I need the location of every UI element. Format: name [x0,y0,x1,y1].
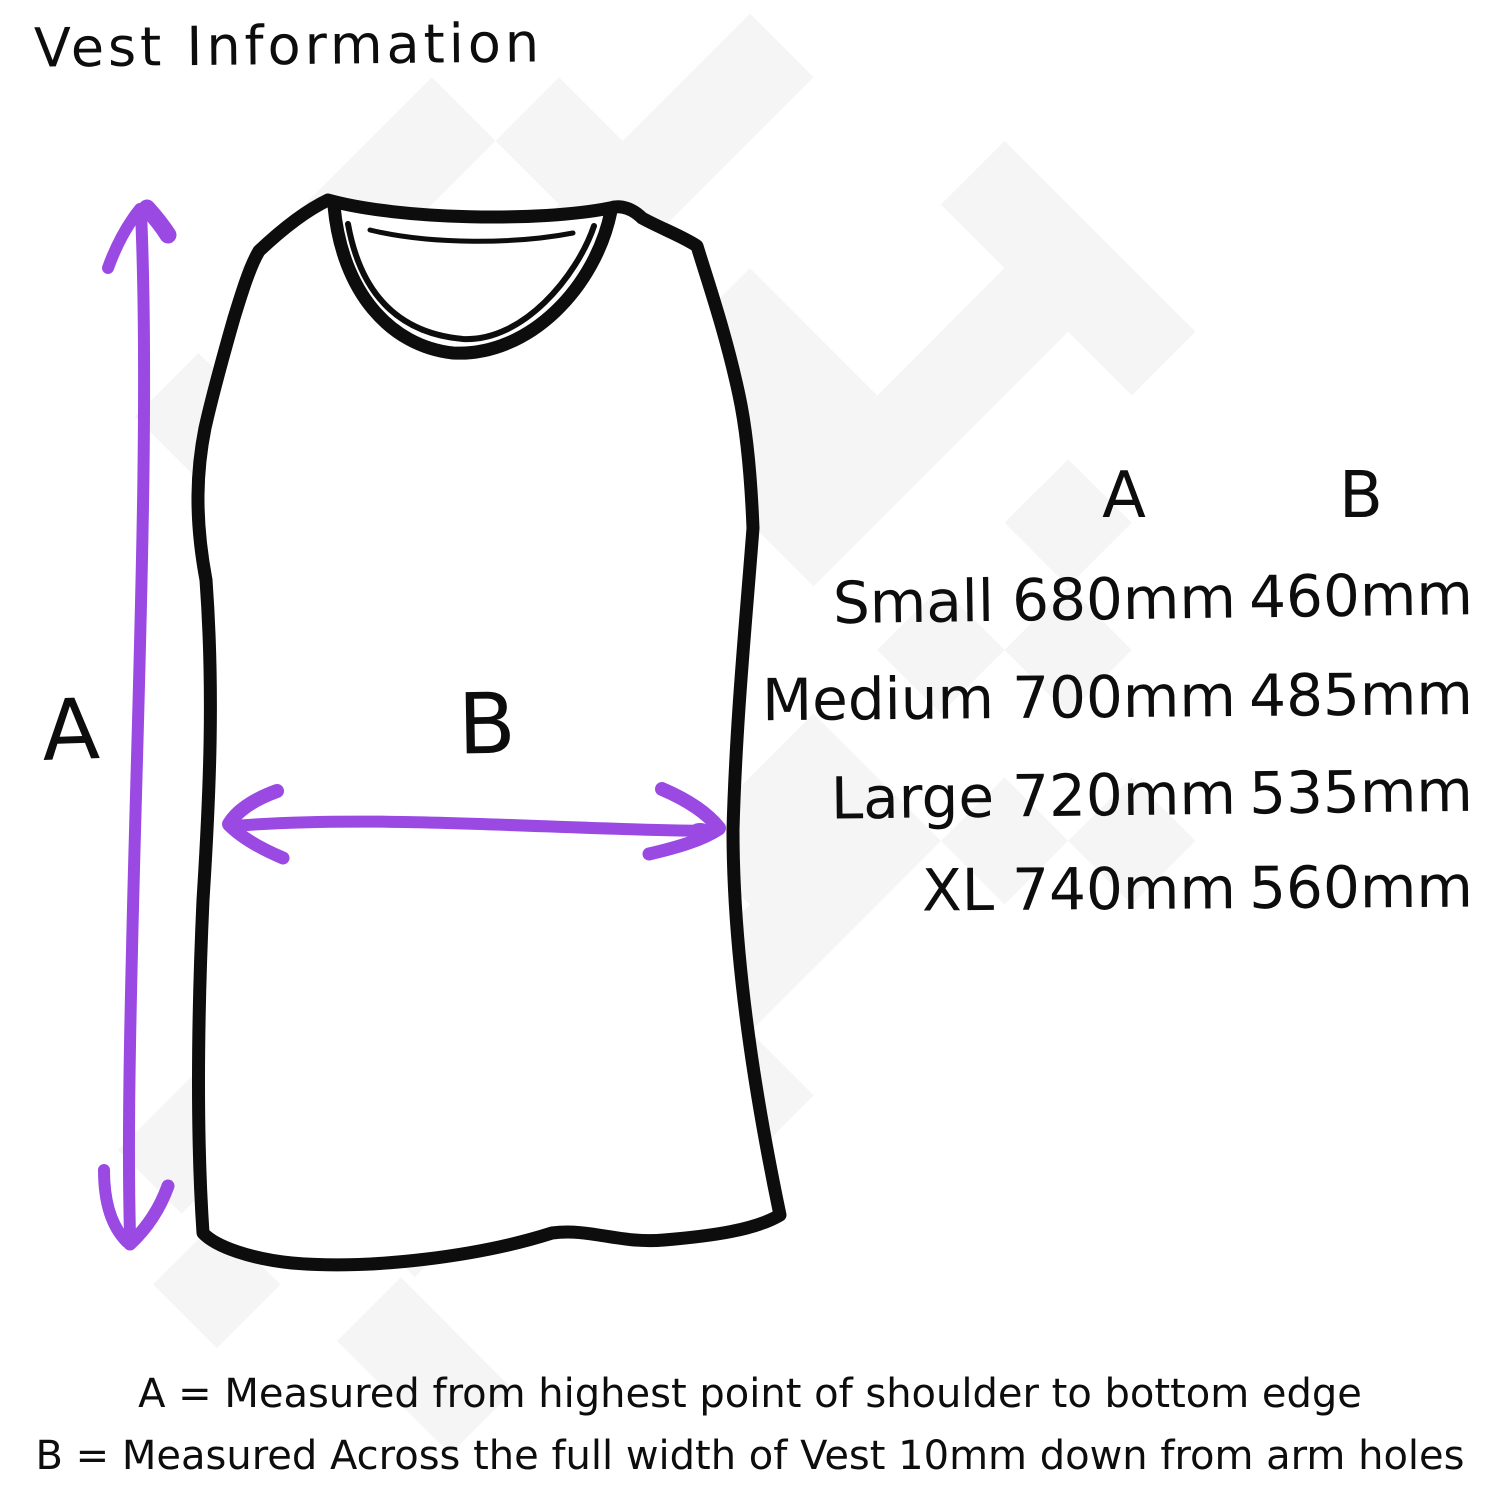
arrow-a-shaft [122,206,151,1241]
measurement-a: 700mm [1011,662,1237,733]
neckline-band-outer [327,199,618,360]
dimension-label-b: B [457,674,517,774]
size-table-header: A B [758,459,1500,534]
measurement-b: 460mm [1248,560,1474,632]
size-name: Medium [761,664,995,735]
measurement-b: 535mm [1248,756,1474,828]
size-name: Small [832,566,995,638]
size-name: Large [830,762,995,833]
table-row: Small 680mm 460mm [758,560,1500,638]
size-name: XL [921,855,995,925]
arrow-a-bottom-barb-left [98,1164,133,1248]
arrow-b-ink-blob [688,823,712,841]
measure-arrow-b-horizontal [222,782,726,865]
measure-arrow-a-vertical [98,199,177,1251]
table-row: XL 740mm 560mm [758,853,1500,925]
arrow-a-top-barb-left [102,203,146,274]
measurement-a: 720mm [1011,759,1237,831]
size-table-header-a: A [1102,459,1146,533]
dimension-label-a: A [40,680,102,780]
arrow-a-top-barb-right [138,199,177,244]
arrow-b-left-barb-bottom [222,818,290,865]
arrow-a-bottom-barb-right [123,1179,175,1251]
size-table-header-b: B [1339,459,1383,533]
table-row: Medium 700mm 485mm [758,660,1500,735]
measurement-a: 740mm [1011,854,1237,924]
arrow-b-shaft [228,815,718,837]
footnote-measure-b: B = Measured Across the full width of Ve… [35,1433,1465,1479]
measurement-b: 485mm [1248,660,1474,730]
neckline-band-inner [345,221,597,343]
measurement-b: 560mm [1248,852,1474,923]
vest-outline [191,193,787,1272]
arrow-b-right-barb-bottom [642,822,726,861]
measurement-a: 680mm [1011,563,1237,635]
table-row: Large 720mm 535mm [758,757,1500,833]
neckline-accent-line [367,227,576,244]
page-title: Vest Information [33,11,544,80]
footnote-measure-a: A = Measured from highest point of shoul… [138,1371,1362,1417]
vest-illustration [191,193,787,1272]
